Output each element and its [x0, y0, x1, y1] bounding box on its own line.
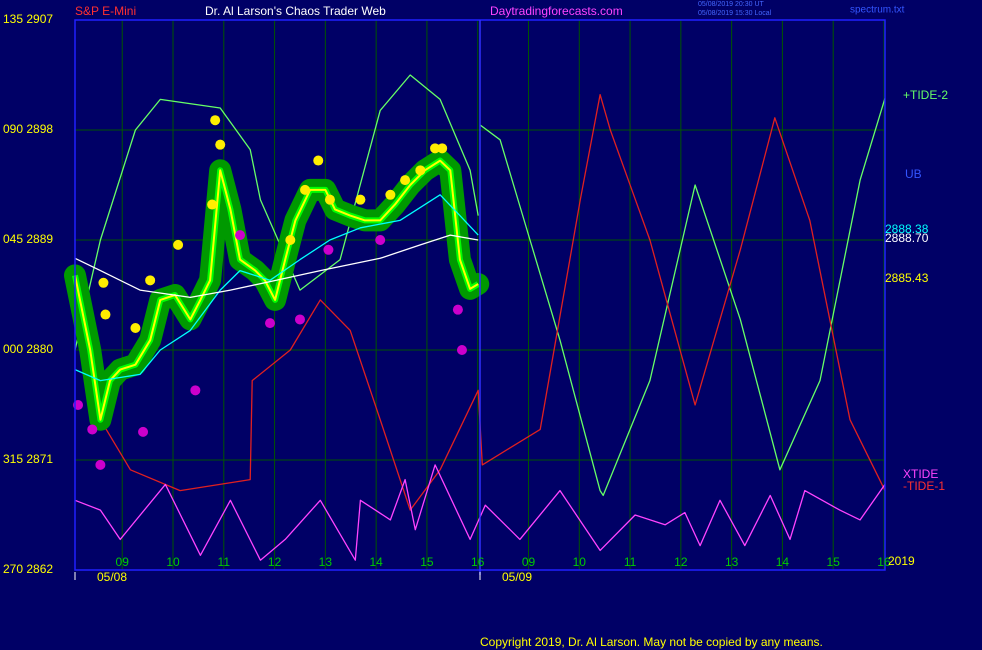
x-tick-label: 13	[725, 555, 739, 569]
date-label: 05/09	[502, 570, 532, 584]
dot	[294, 314, 305, 325]
dot	[145, 275, 156, 286]
annotation: 2888.38	[885, 222, 929, 236]
annotation: UB	[905, 167, 922, 181]
dot	[324, 194, 335, 205]
dot	[415, 165, 426, 176]
dot	[300, 184, 311, 195]
dot	[400, 175, 411, 186]
series-line	[74, 464, 886, 561]
copyright: Copyright 2019, Dr. Al Larson. May not b…	[480, 635, 823, 649]
annotation: 2888.70	[885, 231, 929, 245]
dot	[215, 139, 226, 150]
dot	[456, 345, 467, 355]
y-tick-label: 315 2871	[3, 452, 53, 466]
x-tick-label: 09	[116, 555, 130, 569]
y-tick-label: 135 2907	[3, 12, 53, 26]
dot	[452, 304, 463, 315]
y-tick-label: 090 2898	[3, 122, 53, 136]
x-tick-label: 10	[166, 555, 180, 569]
dot	[385, 189, 396, 200]
dot	[265, 318, 276, 329]
x-tick-label: 16	[877, 555, 891, 569]
site: Daytradingforecasts.com	[490, 4, 623, 18]
series-label: XTIDE	[903, 467, 938, 481]
y-tick-label: 045 2889	[3, 232, 53, 246]
dot	[190, 385, 201, 396]
series-label: +TIDE-2	[903, 88, 948, 102]
series-line	[479, 98, 886, 497]
file-name: spectrum.txt	[850, 5, 905, 16]
annotation: 2019	[888, 554, 915, 568]
x-tick-label: 11	[218, 555, 231, 569]
x-tick-label: 15	[420, 555, 434, 569]
x-tick-label: 12	[268, 555, 282, 569]
x-tick-label: 15	[827, 555, 841, 569]
x-tick-label: 10	[573, 555, 587, 569]
series-label: -TIDE-1	[903, 479, 945, 493]
dot	[100, 309, 111, 320]
y-tick-label: 270 2862	[3, 562, 53, 576]
dot	[313, 155, 324, 166]
dot	[138, 426, 149, 437]
timestamp: 05/08/2019 20:30 UT	[698, 1, 764, 8]
dot	[437, 143, 448, 154]
marks-layer	[64, 74, 886, 561]
x-tick-label: 09	[522, 555, 536, 569]
x-tick-label: 14	[776, 555, 790, 569]
y-tick-label: 000 2880	[3, 342, 53, 356]
dot	[173, 239, 184, 250]
dot	[355, 194, 366, 205]
series-line	[74, 194, 479, 382]
series-line	[74, 93, 886, 511]
x-tick-label: 16	[471, 555, 485, 569]
dot	[375, 235, 386, 245]
labels-layer: 135 2907 090 2898 045 2889 000 2880 315 2871…	[3, 12, 891, 576]
dot	[207, 199, 218, 210]
dot	[235, 230, 246, 241]
symbol: S&P E-Mini	[75, 4, 136, 18]
chart-title: Dr. Al Larson's Chaos Trader Web	[205, 4, 386, 18]
dot	[323, 244, 334, 255]
dot	[87, 424, 98, 435]
series-line	[74, 159, 479, 421]
x-tick-label: 14	[369, 555, 383, 569]
dot	[285, 235, 296, 245]
x-tick-label: 12	[674, 555, 688, 569]
x-tick-label: 13	[319, 555, 333, 569]
timestamp: 05/08/2019 15:30 Local	[698, 10, 772, 17]
dot	[95, 459, 106, 470]
date-label: 05/08	[97, 570, 127, 584]
dot	[98, 277, 109, 288]
x-tick-label: 11	[624, 555, 637, 569]
annotation: 2885.43	[885, 271, 929, 285]
series-line	[74, 234, 479, 299]
dot	[130, 323, 141, 333]
dot	[430, 143, 441, 154]
dot	[210, 115, 221, 126]
